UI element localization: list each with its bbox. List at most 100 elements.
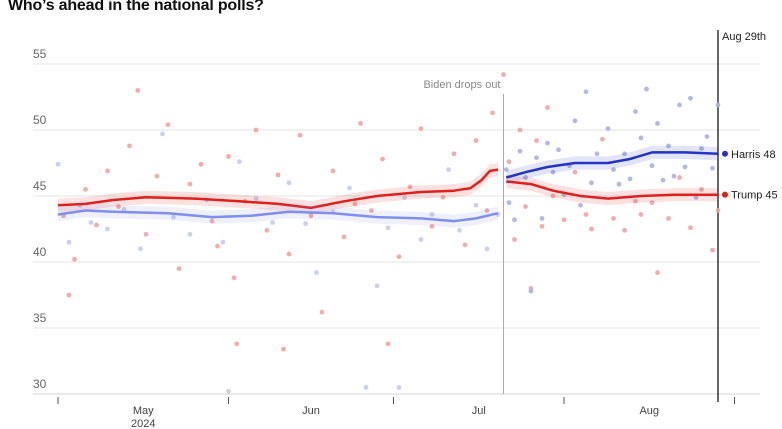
trump-poll-dot [154, 173, 160, 179]
harris-poll-dot [627, 176, 633, 182]
harris-poll-dot [715, 102, 721, 108]
trump-trend-line [57, 168, 499, 210]
trump-poll-dot [187, 181, 193, 187]
y-tick-label: 40 [33, 245, 47, 259]
harris-poll-dot [649, 163, 655, 169]
trump-poll-dot [264, 227, 270, 233]
harris-poll-dot [550, 169, 556, 175]
trump-poll-dot [649, 200, 655, 206]
biden-poll-dot [385, 225, 391, 231]
harris-end-label: Harris 48 [731, 149, 776, 161]
trump-poll-dot [127, 143, 132, 149]
trump-poll-dot [699, 187, 704, 192]
y-tick-label: 30 [33, 377, 47, 391]
trump-poll-dot [484, 208, 490, 213]
harris-poll-dot [666, 143, 671, 149]
trump-poll-dot [66, 292, 72, 298]
trump-poll-dot [633, 198, 638, 204]
trump-poll-dot [165, 122, 171, 128]
trump-poll-dot [407, 184, 413, 190]
trump-poll-dot [572, 169, 578, 175]
trump-poll-dot [116, 204, 121, 209]
trump-poll-dot [501, 72, 506, 77]
biden-poll-dot [457, 227, 462, 233]
biden-poll-dot [226, 388, 231, 394]
harris-poll-dot [512, 217, 517, 223]
trump-poll-dot [506, 159, 512, 165]
y-tick-label: 55 [33, 47, 47, 61]
biden-poll-dot [303, 221, 308, 227]
biden-poll-dot [121, 206, 127, 212]
trump-poll-dot [655, 270, 660, 275]
trump-poll-dot [286, 251, 292, 257]
trump-poll-dot [143, 231, 149, 237]
biden-poll-dot [473, 202, 479, 208]
trump-poll-dot [451, 151, 457, 157]
trump-poll-dot [611, 216, 616, 221]
trump-poll-dot [589, 226, 594, 232]
trump-poll-dot [512, 237, 517, 242]
trump-poll-dot [600, 136, 605, 142]
trump-trend-line [506, 180, 718, 200]
x-tick-label: Aug [639, 405, 659, 417]
trump-poll-dot [352, 201, 358, 207]
harris-poll-dot [616, 181, 622, 187]
biden-poll-dot [220, 239, 226, 245]
trump-poll-dot [198, 161, 204, 167]
harris-poll-dot [622, 151, 627, 157]
trump-poll-dot [358, 121, 363, 126]
biden-poll-dot [187, 231, 193, 237]
harris-poll-dot [556, 147, 561, 153]
trump-poll-dot [523, 204, 528, 209]
x-tick-sublabel: 2024 [131, 418, 155, 429]
trump-poll-dot [396, 254, 402, 260]
biden-poll-dot [171, 214, 176, 220]
trump-poll-dot [666, 216, 671, 221]
trump-poll-dot [330, 168, 336, 174]
trump-poll-dot [517, 127, 523, 133]
trump-poll-dot [561, 217, 567, 223]
harris-poll-dot [506, 200, 512, 206]
harris-legend-dot [722, 150, 728, 157]
harris-poll-dot [517, 148, 523, 154]
trump-poll-dot [281, 346, 286, 352]
biden-poll-dot [429, 212, 435, 217]
trump-poll-dot [418, 126, 424, 132]
trump-poll-dot [534, 138, 539, 143]
biden-poll-dot [363, 385, 369, 390]
harris-poll-dot [578, 202, 583, 208]
biden-poll-dot [286, 180, 292, 186]
trump-poll-dot [385, 341, 391, 347]
trump-poll-dot [688, 225, 693, 231]
biden-poll-dot [105, 226, 110, 232]
biden-poll-dot [484, 246, 490, 252]
x-tick-label: Jul [472, 405, 486, 417]
harris-poll-dot [710, 165, 715, 171]
trump-poll-dot [297, 132, 303, 138]
trump-poll-dot [319, 309, 325, 315]
harris-poll-dot [545, 140, 550, 146]
harris-poll-dot [671, 173, 677, 179]
trump-poll-dot [215, 243, 220, 249]
harris-poll-dot [503, 167, 509, 173]
biden-poll-dot [253, 196, 259, 202]
harris-poll-dot [677, 102, 682, 108]
biden-poll-dot [374, 283, 380, 289]
trump-poll-dot [176, 266, 182, 271]
trump-poll-dot [545, 105, 550, 110]
harris-poll-dot [583, 89, 589, 95]
harris-poll-dot [638, 135, 644, 141]
trump-poll-dot [209, 218, 215, 224]
y-tick-label: 45 [33, 179, 47, 193]
trump-poll-dot [638, 212, 644, 217]
chart-title: Who’s ahead in the national polls? [8, 0, 264, 14]
harris-poll-dot [693, 194, 699, 200]
biden-poll-dot [446, 167, 451, 173]
trump-poll-dot [622, 227, 627, 233]
harris-poll-dot [589, 180, 594, 186]
harris-poll-dot [644, 86, 649, 92]
today-label: Aug 29th [722, 31, 766, 43]
harris-poll-dot [539, 216, 545, 221]
trump-poll-dot [710, 247, 715, 253]
